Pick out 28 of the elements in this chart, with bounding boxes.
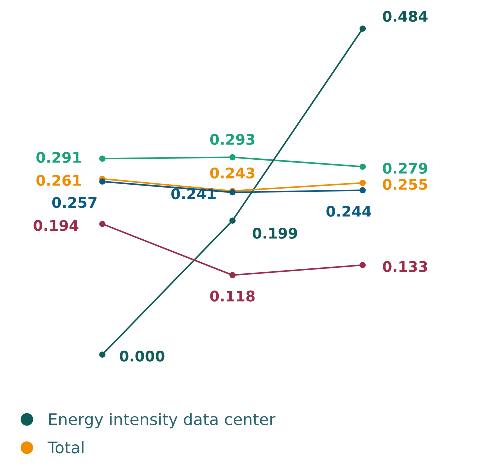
data-label: 0.199 (252, 228, 298, 239)
data-label: 0.279 (383, 162, 428, 174)
data-label: 0.255 (383, 179, 428, 190)
point (360, 164, 366, 170)
point (230, 154, 236, 161)
data-label: 0.133 (383, 261, 428, 272)
point (99, 156, 106, 162)
data-label: 0.000 (120, 350, 165, 362)
point (99, 352, 106, 358)
point (360, 26, 366, 32)
point (99, 221, 106, 228)
point (360, 187, 366, 194)
data-label: 0.484 (383, 11, 428, 22)
point (360, 180, 366, 186)
data-label: 0.244 (326, 206, 372, 217)
data-label: 0.118 (210, 290, 255, 302)
legend-label: Energy intensity data center (49, 413, 276, 429)
data-label: 0.261 (36, 175, 82, 186)
point (360, 262, 366, 268)
point (99, 178, 106, 185)
point (230, 218, 236, 224)
data-label: 0.243 (210, 168, 255, 179)
data-label: 0.194 (34, 220, 79, 232)
data-label: 0.291 (36, 152, 82, 164)
data-label: 0.257 (52, 197, 97, 208)
data-label: 0.293 (210, 134, 255, 146)
legend-label: Total (48, 441, 84, 454)
point (230, 272, 236, 279)
